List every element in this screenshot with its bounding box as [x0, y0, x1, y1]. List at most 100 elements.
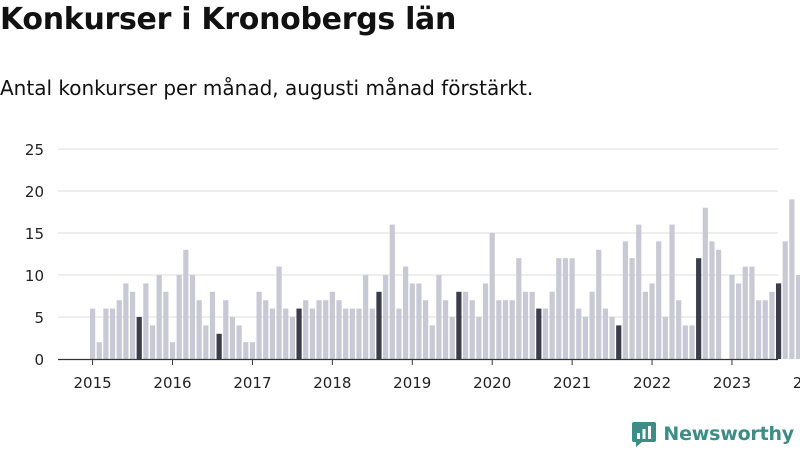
bar — [416, 283, 422, 359]
bar — [323, 300, 329, 359]
bar — [449, 317, 455, 359]
bar — [622, 241, 628, 359]
bar — [676, 300, 682, 359]
bar — [90, 308, 96, 359]
brand-name: Newsworthy — [663, 423, 794, 445]
bar — [682, 325, 688, 359]
bar — [303, 300, 309, 359]
bar — [502, 300, 509, 359]
bar — [496, 300, 502, 359]
y-tick-label: 25 — [25, 141, 44, 159]
bar — [609, 317, 615, 359]
bar — [149, 325, 156, 359]
bar — [356, 308, 362, 359]
bar — [689, 325, 695, 359]
bar — [389, 224, 395, 359]
bar — [789, 199, 795, 359]
bar — [156, 275, 162, 359]
bar — [562, 258, 569, 359]
bar — [569, 258, 575, 359]
bar — [243, 342, 249, 359]
y-tick-label: 10 — [25, 267, 44, 285]
bar — [423, 300, 429, 359]
x-tick-label: 2022 — [633, 374, 671, 392]
bar — [716, 249, 722, 359]
bar — [576, 308, 582, 359]
bar — [636, 224, 642, 359]
bar — [742, 266, 748, 359]
bar — [336, 300, 342, 359]
bar — [343, 308, 349, 359]
bar — [263, 300, 269, 359]
bar — [469, 300, 475, 359]
bar — [123, 283, 129, 359]
bar — [403, 266, 409, 359]
bar — [309, 308, 315, 359]
bar — [183, 249, 189, 359]
bar — [236, 325, 242, 359]
bar — [509, 300, 515, 359]
bar — [269, 308, 276, 359]
bar — [143, 283, 149, 359]
y-tick-label: 15 — [25, 225, 44, 243]
bar — [363, 275, 369, 359]
bar — [169, 342, 176, 359]
x-tick-label: 2021 — [553, 374, 591, 392]
bar-august — [376, 291, 382, 359]
bar — [542, 308, 549, 359]
bar-august — [696, 258, 702, 359]
chart-title: Konkurser i Kronobergs län — [0, 2, 457, 37]
bar — [289, 317, 295, 359]
bar — [642, 291, 648, 359]
bar — [602, 308, 609, 359]
bar — [709, 241, 715, 359]
bar — [662, 317, 668, 359]
bar — [782, 241, 788, 359]
x-tick-label: 2015 — [74, 374, 112, 392]
x-tick-label: 2019 — [393, 374, 431, 392]
newsworthy-logo: Newsworthy — [631, 420, 794, 448]
bar — [749, 266, 755, 359]
bar — [516, 258, 522, 359]
bar — [656, 241, 662, 359]
bar — [549, 291, 555, 359]
y-tick-label: 0 — [34, 351, 44, 369]
bar — [316, 300, 322, 359]
bar-august — [456, 291, 462, 359]
y-axis-ticks: 0 5 10 15 20 25 — [25, 141, 44, 369]
x-tick-label: 2023 — [713, 374, 751, 392]
bar — [209, 291, 216, 359]
bar — [103, 308, 109, 359]
x-tick-label: 2024 — [793, 374, 800, 392]
bar-august — [616, 325, 622, 359]
bar — [116, 300, 122, 359]
bar-august — [536, 308, 542, 359]
bar — [196, 300, 202, 359]
newsworthy-logo-icon — [632, 421, 657, 447]
bar — [556, 258, 562, 359]
x-axis-ticks: 2015 2016 2017 2018 2019 2020 2021 2022 2023 2024 — [74, 359, 800, 392]
bar — [589, 291, 595, 359]
bar — [582, 317, 589, 359]
bar — [769, 291, 775, 359]
bar — [429, 325, 435, 359]
bar — [529, 291, 535, 359]
bar — [702, 207, 708, 359]
x-tick-label: 2017 — [233, 374, 271, 392]
bar — [629, 258, 635, 359]
bar — [349, 308, 355, 359]
bar — [396, 308, 402, 359]
bar — [109, 308, 116, 359]
bar — [249, 342, 256, 359]
bar — [442, 300, 449, 359]
bar-august — [216, 333, 222, 359]
bar — [736, 283, 742, 359]
bar — [795, 275, 800, 359]
bar-august — [775, 283, 782, 359]
bar — [522, 291, 529, 359]
bar — [383, 275, 389, 359]
bar — [369, 308, 375, 359]
x-tick-label: 2016 — [153, 374, 191, 392]
bar — [283, 308, 289, 359]
